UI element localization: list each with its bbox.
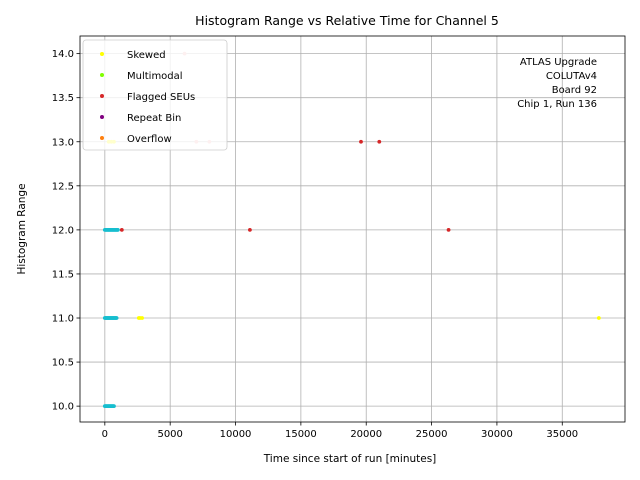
y-tick-label: 14.0 xyxy=(52,49,74,60)
legend-label: Flagged SEUs xyxy=(127,92,195,103)
legend-box xyxy=(82,39,228,151)
legend-marker xyxy=(100,73,104,77)
chart-title: Histogram Range vs Relative Time for Cha… xyxy=(195,13,499,28)
annotation-line: COLUTAv4 xyxy=(546,71,597,82)
y-tick-label: 12.5 xyxy=(52,181,74,192)
x-tick-label: 30000 xyxy=(481,429,513,440)
legend-label: Repeat Bin xyxy=(127,113,181,124)
annotation-line: Board 92 xyxy=(552,85,597,96)
legend: Skewed Multimodal Flagged SEUs Repeat Bin Ov… xyxy=(82,39,228,151)
y-tick-label: 11.5 xyxy=(52,269,74,280)
y-tick-label: 13.0 xyxy=(52,137,74,148)
data-point xyxy=(596,316,601,320)
x-tick-label: 10000 xyxy=(220,429,252,440)
data-point xyxy=(446,227,451,232)
data-point xyxy=(359,139,363,144)
annotation-line: ATLAS Upgrade xyxy=(520,57,597,68)
x-tick-label: 0 xyxy=(102,429,108,440)
y-tick-label: 12.0 xyxy=(52,225,74,236)
plot-frame xyxy=(79,35,626,423)
y-tick-label: 11.0 xyxy=(52,314,74,325)
annotation-line: Chip 1, Run 136 xyxy=(517,99,597,110)
data-point xyxy=(116,227,120,232)
legend-marker xyxy=(100,52,104,56)
x-tick-label: 20000 xyxy=(350,429,382,440)
legend-label: Skewed xyxy=(127,50,166,61)
y-tick-label: 13.5 xyxy=(52,93,74,104)
legend-marker xyxy=(100,115,104,119)
x-tick-label: 25000 xyxy=(416,429,448,440)
y-tick-label: 10.5 xyxy=(52,358,74,369)
axis-ticks: 0 5000 10000 15000 20000 25000 30000 35000 10.0 1… xyxy=(52,49,578,440)
data-point xyxy=(114,316,119,320)
legend-marker xyxy=(100,94,104,98)
data-points xyxy=(102,51,601,409)
data-point xyxy=(140,316,144,320)
data-point xyxy=(112,404,116,409)
x-tick-label: 5000 xyxy=(157,429,182,440)
series-0 xyxy=(102,227,120,409)
legend-label: Multimodal xyxy=(127,71,183,82)
x-tick-label: 35000 xyxy=(546,429,578,440)
data-point xyxy=(377,139,382,144)
y-tick-label: 10.0 xyxy=(52,402,74,413)
x-tick-label: 15000 xyxy=(285,429,317,440)
data-point xyxy=(248,227,252,232)
x-axis-label: Time since start of run [minutes] xyxy=(263,453,437,465)
legend-marker xyxy=(100,136,104,140)
y-axis-label: Histogram Range xyxy=(16,183,28,274)
grid xyxy=(80,36,625,422)
data-point xyxy=(119,227,124,232)
series-3 xyxy=(119,139,451,232)
legend-label: Overflow xyxy=(127,134,172,145)
run-annotation: ATLAS Upgrade COLUTAv4 Board 92 Chip 1, Run… xyxy=(517,57,597,110)
